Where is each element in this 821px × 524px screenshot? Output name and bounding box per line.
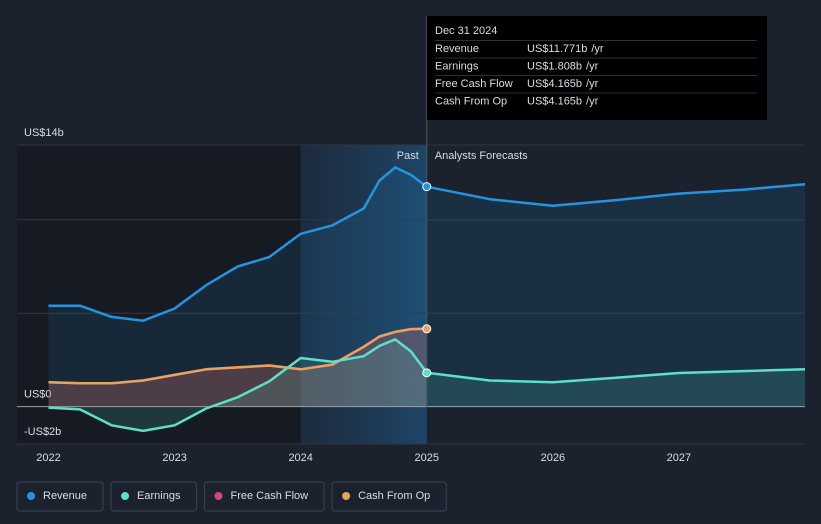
tooltip-label: Earnings [435,60,479,72]
tooltip-value: US$11.771b [527,43,587,55]
x-tick-label: 2023 [162,452,186,464]
tooltip-label: Cash From Op [435,95,507,107]
legend-box [203,481,325,512]
legend-dot [342,492,351,500]
hover-dot [422,182,432,192]
tooltip-box [427,16,767,120]
series-line [48,338,806,433]
hover-dot [422,368,432,378]
series-line [48,166,806,322]
legend-dot [214,492,223,500]
tooltip-label: Free Cash Flow [435,78,513,90]
x-tick-label: 2022 [36,452,60,464]
legend-label: Revenue [43,490,87,502]
legend-label: Cash From Op [358,490,430,502]
past-label: Past [397,150,419,162]
tooltip-unit: /yr [586,78,599,90]
past-background [17,145,301,444]
y-tick-label: US$0 [24,389,52,401]
legend-box [110,481,197,512]
legend-item[interactable]: Revenue [16,481,104,512]
legend-item[interactable]: Cash From Op [331,481,447,512]
legend-item[interactable]: Earnings [110,481,197,512]
hover-dot [422,324,432,334]
legend-label: Earnings [137,490,181,502]
legend-box [16,481,104,512]
y-tick-label: US$14b [24,127,64,139]
tooltip-value: US$4.165b [527,95,582,107]
legend-dot [121,492,130,500]
x-tick-label: 2024 [288,452,312,464]
tooltip-value: US$1.808b [527,60,582,72]
highlight-region [300,145,427,444]
tooltip-value: US$4.165b [527,78,582,90]
legend-dot [27,492,35,500]
x-tick-label: 2025 [415,452,439,464]
y-tick-label: -US$2b [24,426,61,438]
x-tick-label: 2026 [541,452,565,464]
legend-item[interactable]: Free Cash Flow [203,481,325,512]
tooltip-unit: /yr [591,43,604,55]
forecast-label: Analysts Forecasts [435,150,528,162]
legend-label: Free Cash Flow [230,490,308,502]
series-line [48,327,427,385]
x-tick-label: 2027 [667,452,691,464]
tooltip-unit: /yr [586,60,599,72]
tooltip-unit: /yr [586,95,599,107]
tooltip-label: Revenue [435,43,479,55]
tooltip-date: Dec 31 2024 [435,25,497,37]
legend-box [331,481,447,512]
